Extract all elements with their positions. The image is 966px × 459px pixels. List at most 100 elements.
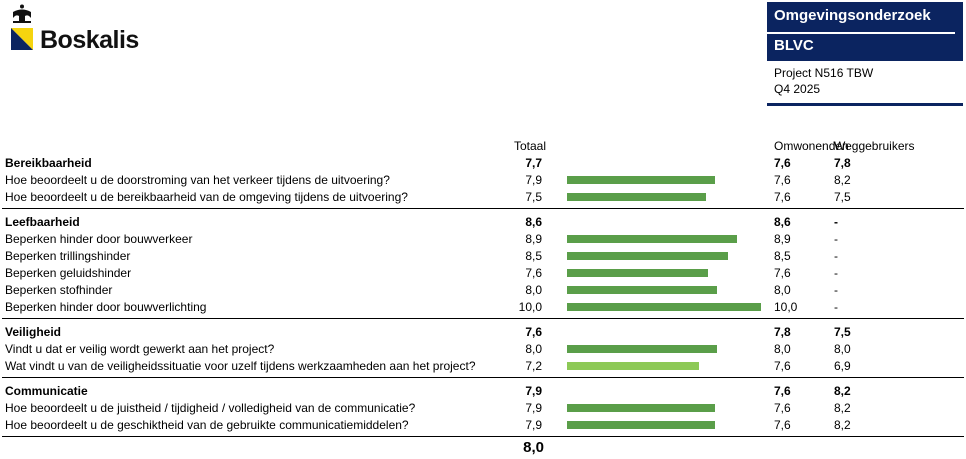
- question-row: Beperken trillingshinder 8,5 8,5 -: [0, 248, 966, 265]
- group-label: Bereikbaarheid: [5, 156, 92, 170]
- question-residents: 7,6: [774, 190, 791, 204]
- question-total: 7,9: [525, 418, 542, 432]
- question-total: 8,0: [525, 283, 542, 297]
- group-row: Veiligheid 7,6 7,8 7,5: [0, 324, 966, 341]
- group-divider: [2, 318, 964, 319]
- question-row: Hoe beoordeelt u de geschiktheid van de …: [0, 417, 966, 434]
- group-divider: [2, 208, 964, 209]
- question-row: Hoe beoordeelt u de bereikbaarheid van d…: [0, 189, 966, 206]
- question-row: Beperken hinder door bouwverkeer 8,9 8,9 -: [0, 231, 966, 248]
- question-label: Beperken stofhinder: [5, 283, 113, 297]
- period: Q4 2025: [774, 82, 821, 96]
- question-total: 8,5: [525, 249, 542, 263]
- question-label: Beperken trillingshinder: [5, 249, 131, 263]
- question-road-users: 8,0: [834, 342, 851, 356]
- col-header-total: Totaal: [514, 139, 547, 153]
- report-title: Omgevingsonderzoek: [767, 2, 963, 32]
- group-residents: 8,6: [774, 215, 791, 229]
- score-bar: [567, 252, 729, 260]
- question-label: Hoe beoordeelt u de doorstroming van het…: [5, 173, 390, 187]
- question-row: Beperken hinder door bouwverlichting 10,0…: [0, 299, 966, 316]
- group-row: Bereikbaarheid 7,7 7,6 7,8: [0, 155, 966, 172]
- score-bar: [567, 362, 700, 370]
- question-residents: 7,6: [774, 401, 791, 415]
- group-road-users: 8,2: [834, 384, 851, 398]
- score-bar: [567, 235, 737, 243]
- score-bar: [567, 345, 718, 353]
- question-residents: 7,6: [774, 173, 791, 187]
- group-row: Leefbaarheid 8,6 8,6 -: [0, 214, 966, 231]
- question-road-users: -: [834, 249, 838, 263]
- score-bar: [567, 421, 715, 429]
- score-bar: [567, 404, 715, 412]
- question-total: 7,2: [525, 359, 542, 373]
- question-row: Hoe beoordeelt u de juistheid / tijdighe…: [0, 400, 966, 417]
- question-row: Hoe beoordeelt u de doorstroming van het…: [0, 172, 966, 189]
- question-total: 10,0: [518, 300, 542, 314]
- group-total: 7,7: [525, 156, 542, 170]
- score-bar: [567, 286, 718, 294]
- grand-total: 8,0: [523, 439, 544, 456]
- question-row: Beperken stofhinder 8,0 8,0 -: [0, 282, 966, 299]
- group-label: Communicatie: [5, 384, 88, 398]
- group-road-users: 7,5: [834, 325, 851, 339]
- group-residents: 7,6: [774, 156, 791, 170]
- question-label: Hoe beoordeelt u de juistheid / tijdighe…: [5, 401, 416, 415]
- group-residents: 7,6: [774, 384, 791, 398]
- question-row: Wat vindt u van de veiligheidssituatie v…: [0, 358, 966, 375]
- group-total: 7,6: [525, 325, 542, 339]
- question-road-users: -: [834, 283, 838, 297]
- logo-text: Boskalis: [40, 26, 139, 54]
- question-road-users: -: [834, 300, 838, 314]
- report-subtitle: BLVC: [767, 34, 963, 61]
- question-residents: 7,6: [774, 418, 791, 432]
- question-label: Vindt u dat er veilig wordt gewerkt aan …: [5, 342, 275, 356]
- group-divider: [2, 377, 964, 378]
- question-label: Beperken geluidshinder: [5, 266, 132, 280]
- question-row: Beperken geluidshinder 7,6 7,6 -: [0, 265, 966, 282]
- question-residents: 7,6: [774, 266, 791, 280]
- group-label: Leefbaarheid: [5, 215, 80, 229]
- question-residents: 10,0: [774, 300, 798, 314]
- question-label: Hoe beoordeelt u de bereikbaarheid van d…: [5, 190, 408, 204]
- score-bar: [567, 269, 709, 277]
- group-label: Veiligheid: [5, 325, 62, 339]
- question-label: Beperken hinder door bouwverlichting: [5, 300, 207, 314]
- question-road-users: 8,2: [834, 401, 851, 415]
- crown-icon: [11, 4, 33, 50]
- group-road-users: 7,8: [834, 156, 851, 170]
- group-total: 8,6: [525, 215, 542, 229]
- question-road-users: 8,2: [834, 173, 851, 187]
- total-divider: [2, 436, 964, 437]
- question-label: Beperken hinder door bouwverkeer: [5, 232, 193, 246]
- question-residents: 8,5: [774, 249, 791, 263]
- report-header-box: Omgevingsonderzoek BLVC Project N516 TBW…: [767, 2, 963, 106]
- score-bar: [567, 303, 762, 311]
- question-row: Vindt u dat er veilig wordt gewerkt aan …: [0, 341, 966, 358]
- question-total: 7,9: [525, 173, 542, 187]
- question-total: 7,9: [525, 401, 542, 415]
- question-total: 8,0: [525, 342, 542, 356]
- score-bar: [567, 193, 706, 201]
- question-total: 8,9: [525, 232, 542, 246]
- question-total: 7,5: [525, 190, 542, 204]
- group-row: Communicatie 7,9 7,6 8,2: [0, 383, 966, 400]
- question-road-users: 6,9: [834, 359, 851, 373]
- col-header-residents: Omwonenden: [774, 139, 849, 153]
- question-road-users: 8,2: [834, 418, 851, 432]
- question-residents: 8,9: [774, 232, 791, 246]
- group-total: 7,9: [525, 384, 542, 398]
- question-label: Hoe beoordeelt u de geschiktheid van de …: [5, 418, 409, 432]
- boskalis-logo: Boskalis: [10, 4, 160, 54]
- score-bar: [567, 176, 715, 184]
- col-header-road-users: Weggebruikers: [834, 139, 915, 153]
- group-road-users: -: [834, 215, 838, 229]
- project-name: Project N516 TBW: [774, 66, 874, 80]
- question-total: 7,6: [525, 266, 542, 280]
- question-label: Wat vindt u van de veiligheidssituatie v…: [5, 359, 476, 373]
- question-road-users: 7,5: [834, 190, 851, 204]
- question-residents: 8,0: [774, 342, 791, 356]
- question-road-users: -: [834, 232, 838, 246]
- question-residents: 7,6: [774, 359, 791, 373]
